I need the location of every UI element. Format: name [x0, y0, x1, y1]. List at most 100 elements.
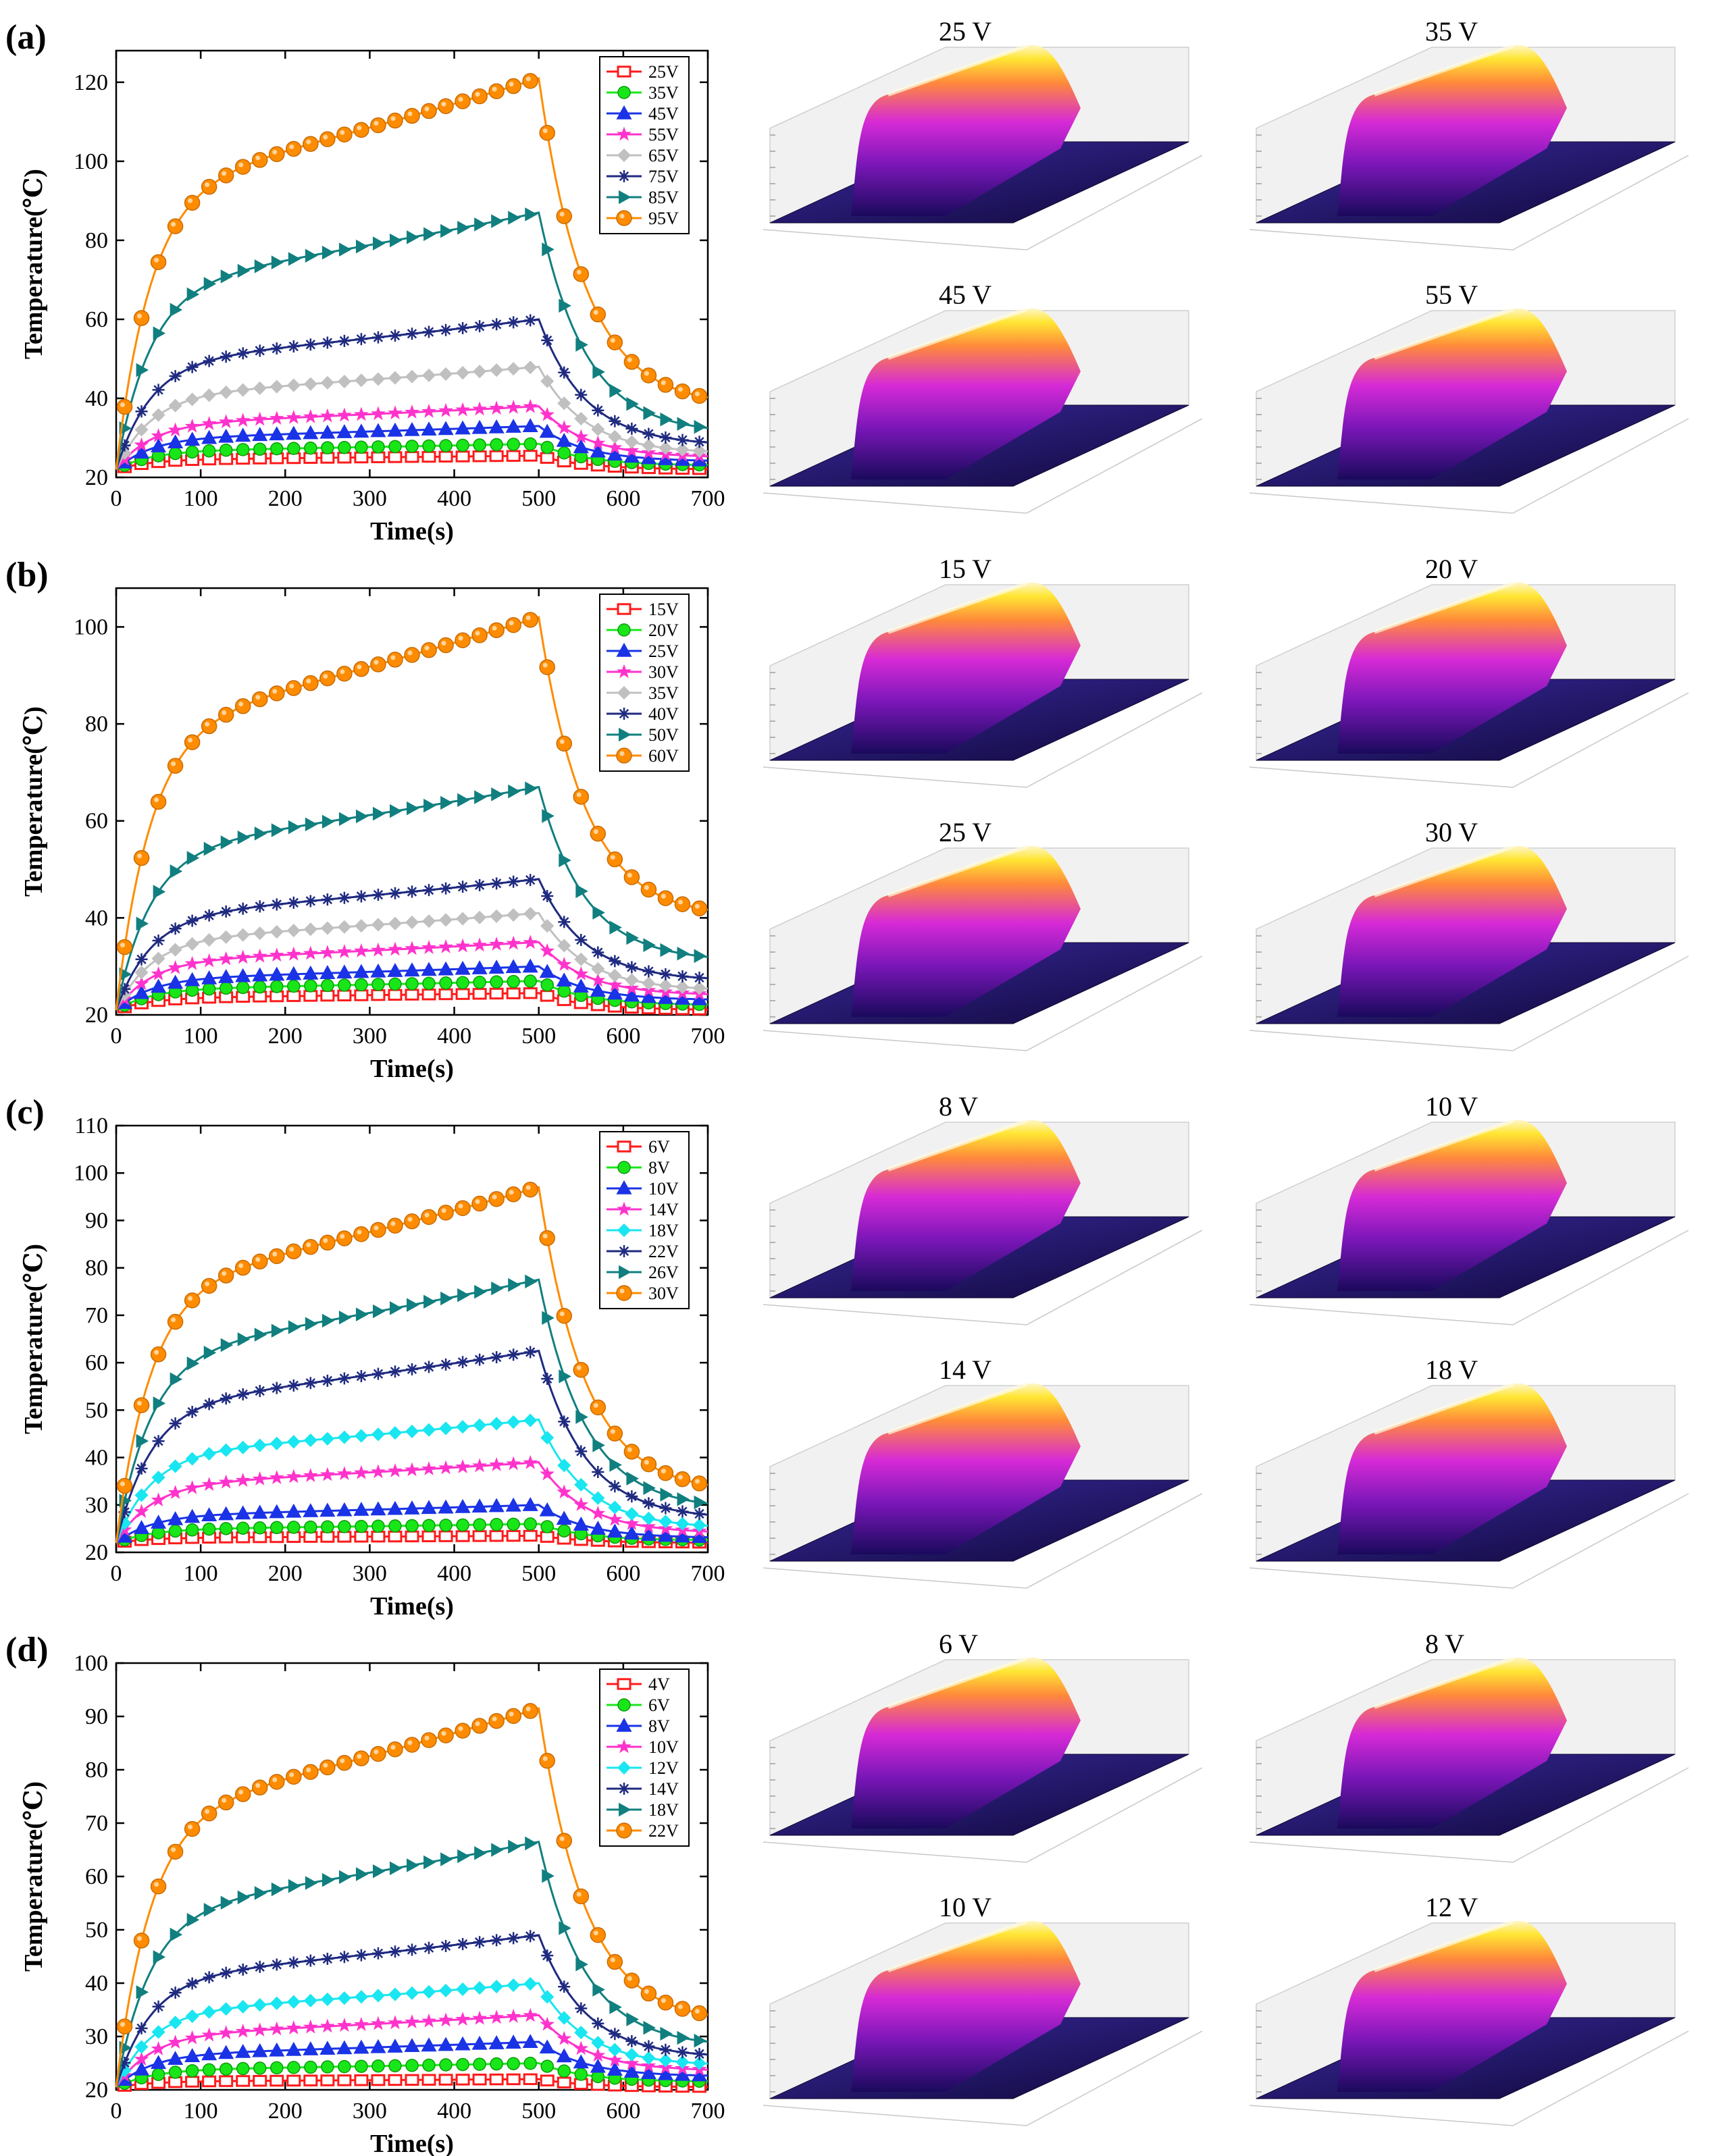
data-point [253, 344, 266, 357]
data-point [626, 2012, 639, 2026]
data-point [218, 1474, 234, 1489]
data-point [674, 1471, 691, 1488]
data-point [252, 948, 267, 963]
data-point [354, 919, 368, 933]
data-point [371, 1519, 385, 1533]
x-tick-label: 300 [353, 1024, 387, 1049]
data-point [472, 1530, 487, 1542]
data-point [573, 1497, 589, 1511]
surface-voltage-label: 14 V [939, 1355, 991, 1385]
data-point [133, 984, 150, 999]
data-point [387, 963, 403, 977]
data-point [303, 945, 318, 960]
data-point [439, 1519, 453, 1532]
data-point [525, 1274, 538, 1289]
data-point [287, 340, 300, 353]
surface-plot: 25 V [763, 817, 1203, 1051]
data-point [609, 1480, 621, 1493]
data-point [557, 1458, 571, 1473]
data-point [455, 93, 471, 109]
legend-marker [619, 1802, 631, 1817]
data-point [523, 437, 537, 451]
data-point [507, 1348, 520, 1361]
surface-ridge [887, 307, 1027, 360]
data-point [370, 963, 386, 978]
data-point [574, 2026, 588, 2040]
x-tick-label: 100 [184, 486, 218, 511]
legend-label: 12V [648, 1758, 679, 1778]
legend-marker [617, 1140, 631, 1153]
legend-label: 22V [648, 1242, 679, 1261]
data-point [303, 1238, 319, 1255]
data-point [201, 1805, 217, 1822]
data-point [540, 919, 555, 933]
data-point [405, 2074, 419, 2086]
data-point [252, 1471, 267, 1485]
data-point [539, 423, 555, 438]
data-point [269, 2074, 284, 2087]
data-point [625, 961, 638, 974]
surface-frame [763, 1767, 1203, 1863]
data-point [423, 884, 436, 897]
data-point [438, 1421, 453, 1436]
surface-ridge [1374, 307, 1514, 360]
y-tick-label: 40 [85, 1971, 108, 1996]
data-point [640, 881, 657, 898]
data-point [303, 1764, 319, 1781]
data-point [505, 1708, 521, 1725]
surface-frame [1249, 2030, 1689, 2126]
data-point [202, 444, 216, 458]
data-point [489, 1456, 505, 1471]
data-point [116, 1528, 133, 1543]
data-point [338, 891, 351, 904]
data-point [507, 438, 520, 451]
data-point [625, 435, 639, 449]
data-point [421, 1530, 436, 1543]
data-point [542, 809, 555, 823]
chart-3: (d) 0 100 200 300 400 500 600 700 20 30 40 50 60 70 80 9… [5, 1631, 725, 2156]
data-point [691, 1475, 708, 1492]
data-point [337, 374, 351, 389]
data-point [693, 436, 706, 448]
data-point [407, 801, 419, 816]
data-point [184, 1480, 200, 1494]
data-point [438, 2074, 453, 2086]
data-point [236, 1521, 250, 1535]
data-point [421, 914, 436, 928]
data-point [522, 958, 538, 973]
data-point [456, 1982, 470, 1997]
data-point [336, 1230, 353, 1246]
legend-label: 10V [648, 1737, 679, 1757]
data-point [474, 790, 487, 804]
x-tick-label: 200 [268, 1561, 303, 1586]
data-point [186, 1406, 199, 1419]
data-point [489, 987, 504, 1000]
legend-marker [617, 1223, 631, 1238]
data-point [642, 1511, 656, 1525]
data-point [557, 420, 572, 434]
y-tick-label: 60 [85, 1864, 108, 1889]
surface-plot: 12 V [1249, 1892, 1689, 2126]
data-point [269, 426, 285, 441]
data-point [371, 2059, 385, 2073]
series-markers-26V [119, 1274, 707, 1510]
data-point [489, 2009, 505, 2024]
data-point [556, 1833, 573, 1849]
data-point [641, 1519, 656, 1533]
data-point [168, 398, 182, 413]
data-point [304, 1520, 317, 1534]
data-point [423, 1361, 436, 1373]
data-point [321, 893, 334, 906]
data-point [319, 1467, 335, 1481]
data-point [371, 918, 386, 932]
data-point [151, 2041, 166, 2055]
surface-frame [1249, 692, 1689, 788]
legend-label: 75V [648, 167, 679, 186]
data-point [592, 905, 605, 920]
data-point [153, 1950, 166, 1964]
data-point [338, 242, 352, 257]
data-point [321, 2060, 334, 2074]
legend-label: 14V [648, 1200, 679, 1219]
data-point [320, 1431, 334, 1446]
surface-ridge [1374, 845, 1514, 897]
